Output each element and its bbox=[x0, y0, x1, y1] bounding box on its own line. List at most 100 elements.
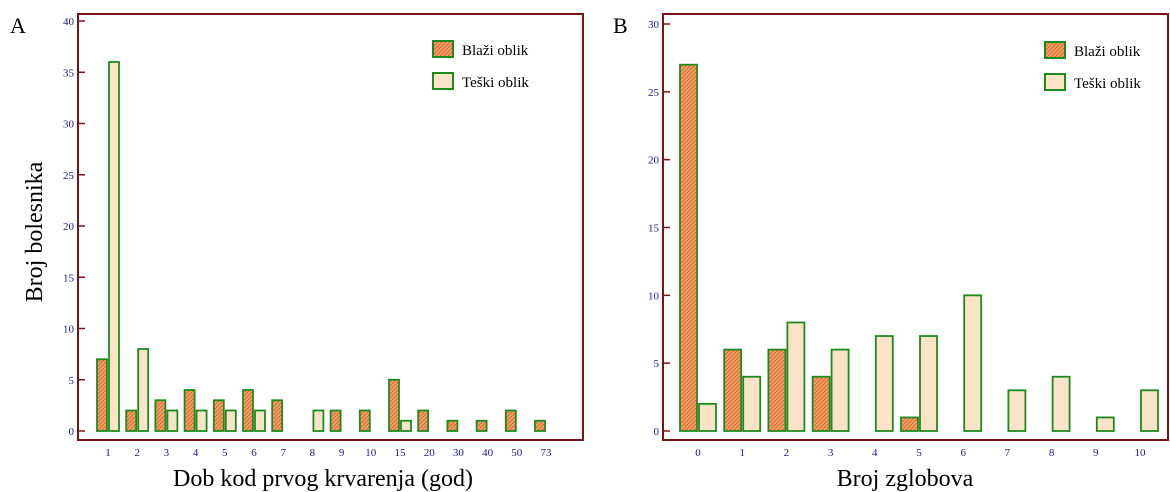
bar-mild bbox=[389, 380, 399, 431]
y-tick-label: 5 bbox=[654, 358, 660, 370]
x-tick-label: 2 bbox=[134, 447, 140, 459]
x-tick-label: 8 bbox=[310, 447, 316, 459]
x-tick-label: 6 bbox=[251, 447, 257, 459]
panel-b-x-axis-title: Broj zglobova bbox=[837, 466, 974, 492]
bar-severe bbox=[743, 377, 760, 431]
legend-b-label-severe: Teški oblik bbox=[1074, 76, 1141, 92]
y-tick-label: 15 bbox=[63, 272, 75, 284]
bar-mild bbox=[768, 350, 785, 431]
bar-mild bbox=[243, 390, 253, 431]
bar-severe bbox=[1008, 390, 1025, 431]
y-tick-label: 20 bbox=[648, 155, 660, 167]
bar-mild bbox=[813, 377, 830, 431]
x-tick-label: 20 bbox=[424, 447, 436, 459]
y-tick-label: 25 bbox=[63, 170, 75, 182]
x-tick-label: 73 bbox=[541, 447, 553, 459]
panel-b-y-axis: 0 5 10 15 20 25 30 bbox=[648, 19, 670, 438]
x-tick-label: 1 bbox=[105, 447, 111, 459]
panel-a-x-axis-title: Dob kod prvog krvarenja (god) bbox=[173, 466, 473, 492]
bar-severe bbox=[1053, 377, 1070, 431]
bar-severe bbox=[699, 404, 716, 431]
y-tick-label: 10 bbox=[648, 290, 660, 302]
x-tick-label: 7 bbox=[1005, 447, 1011, 459]
y-tick-label: 0 bbox=[69, 426, 75, 438]
bar-severe bbox=[401, 421, 411, 431]
panel-a-legend: Blaži oblik Teški oblik bbox=[433, 41, 529, 91]
panel-a-letter: A bbox=[10, 13, 26, 38]
x-tick-label: 3 bbox=[164, 447, 170, 459]
legend-b-swatch-mild bbox=[1045, 42, 1065, 58]
y-tick-label: 20 bbox=[63, 221, 75, 233]
x-tick-label: 5 bbox=[916, 447, 922, 459]
x-tick-label: 10 bbox=[365, 447, 377, 459]
x-tick-label: 9 bbox=[1093, 447, 1099, 459]
x-tick-label: 7 bbox=[280, 447, 286, 459]
bar-mild bbox=[506, 411, 516, 432]
bar-mild bbox=[724, 350, 741, 431]
legend-a-swatch-severe bbox=[433, 73, 453, 89]
y-tick-label: 5 bbox=[69, 375, 75, 387]
x-tick-label: 0 bbox=[695, 447, 701, 459]
bar-mild bbox=[155, 400, 165, 431]
panel-b-x-axis: 0 1 2 3 4 5 6 7 8 9 10 bbox=[695, 447, 1146, 459]
bar-severe bbox=[167, 411, 177, 432]
panel-a-bars bbox=[97, 62, 545, 431]
x-tick-label: 50 bbox=[511, 447, 523, 459]
bar-mild bbox=[535, 421, 545, 431]
bar-mild bbox=[901, 417, 918, 431]
y-tick-label: 10 bbox=[63, 324, 75, 336]
panel-a-y-axis: 0 5 10 15 20 25 30 35 40 bbox=[63, 16, 85, 438]
bar-mild bbox=[477, 421, 487, 431]
legend-b-swatch-severe bbox=[1045, 74, 1065, 90]
bar-mild bbox=[418, 411, 428, 432]
panel-b-bars bbox=[680, 65, 1158, 431]
legend-b-label-mild: Blaži oblik bbox=[1074, 44, 1141, 60]
bar-severe bbox=[876, 336, 893, 431]
bar-mild bbox=[680, 65, 697, 431]
bar-severe bbox=[787, 322, 804, 431]
x-tick-label: 3 bbox=[828, 447, 834, 459]
bar-mild bbox=[126, 411, 136, 432]
y-tick-label: 35 bbox=[63, 67, 75, 79]
bar-mild bbox=[331, 411, 341, 432]
x-tick-label: 8 bbox=[1049, 447, 1055, 459]
bar-mild bbox=[214, 400, 224, 431]
bar-severe bbox=[832, 350, 849, 431]
x-tick-label: 40 bbox=[482, 447, 494, 459]
panel-b-letter: B bbox=[613, 13, 628, 38]
bar-severe bbox=[109, 62, 119, 431]
bar-severe bbox=[1141, 390, 1158, 431]
x-tick-label: 1 bbox=[739, 447, 745, 459]
y-tick-label: 30 bbox=[648, 19, 660, 31]
y-tick-label: 15 bbox=[648, 223, 660, 235]
legend-a-swatch-mild bbox=[433, 41, 453, 57]
bar-mild bbox=[185, 390, 195, 431]
bar-severe bbox=[226, 411, 236, 432]
x-tick-label: 2 bbox=[784, 447, 790, 459]
bar-severe bbox=[964, 295, 981, 431]
x-tick-label: 30 bbox=[453, 447, 465, 459]
bar-mild bbox=[360, 411, 370, 432]
bar-severe bbox=[197, 411, 207, 432]
panel-a: A 0 5 10 15 20 25 30 35 40 1 2 3 4 5 6 7 8 9 10 15 20 30 40 50… bbox=[10, 13, 583, 492]
bar-severe bbox=[313, 411, 323, 432]
x-tick-label: 4 bbox=[872, 447, 878, 459]
y-tick-label: 30 bbox=[63, 119, 75, 131]
bar-severe bbox=[138, 349, 148, 431]
bar-mild bbox=[97, 359, 107, 431]
panel-b-legend: Blaži oblik Teški oblik bbox=[1045, 42, 1141, 92]
bar-mild bbox=[447, 421, 457, 431]
legend-a-label-severe: Teški oblik bbox=[462, 75, 529, 91]
x-tick-label: 9 bbox=[339, 447, 345, 459]
x-tick-label: 10 bbox=[1135, 447, 1147, 459]
y-tick-label: 40 bbox=[63, 16, 75, 28]
y-tick-label: 25 bbox=[648, 87, 660, 99]
legend-a-label-mild: Blaži oblik bbox=[462, 43, 529, 59]
bar-severe bbox=[1097, 417, 1114, 431]
y-axis-title: Broj bolesnika bbox=[22, 161, 48, 302]
x-tick-label: 5 bbox=[222, 447, 228, 459]
y-tick-label: 0 bbox=[654, 426, 660, 438]
x-tick-label: 4 bbox=[193, 447, 199, 459]
x-tick-label: 15 bbox=[395, 447, 407, 459]
